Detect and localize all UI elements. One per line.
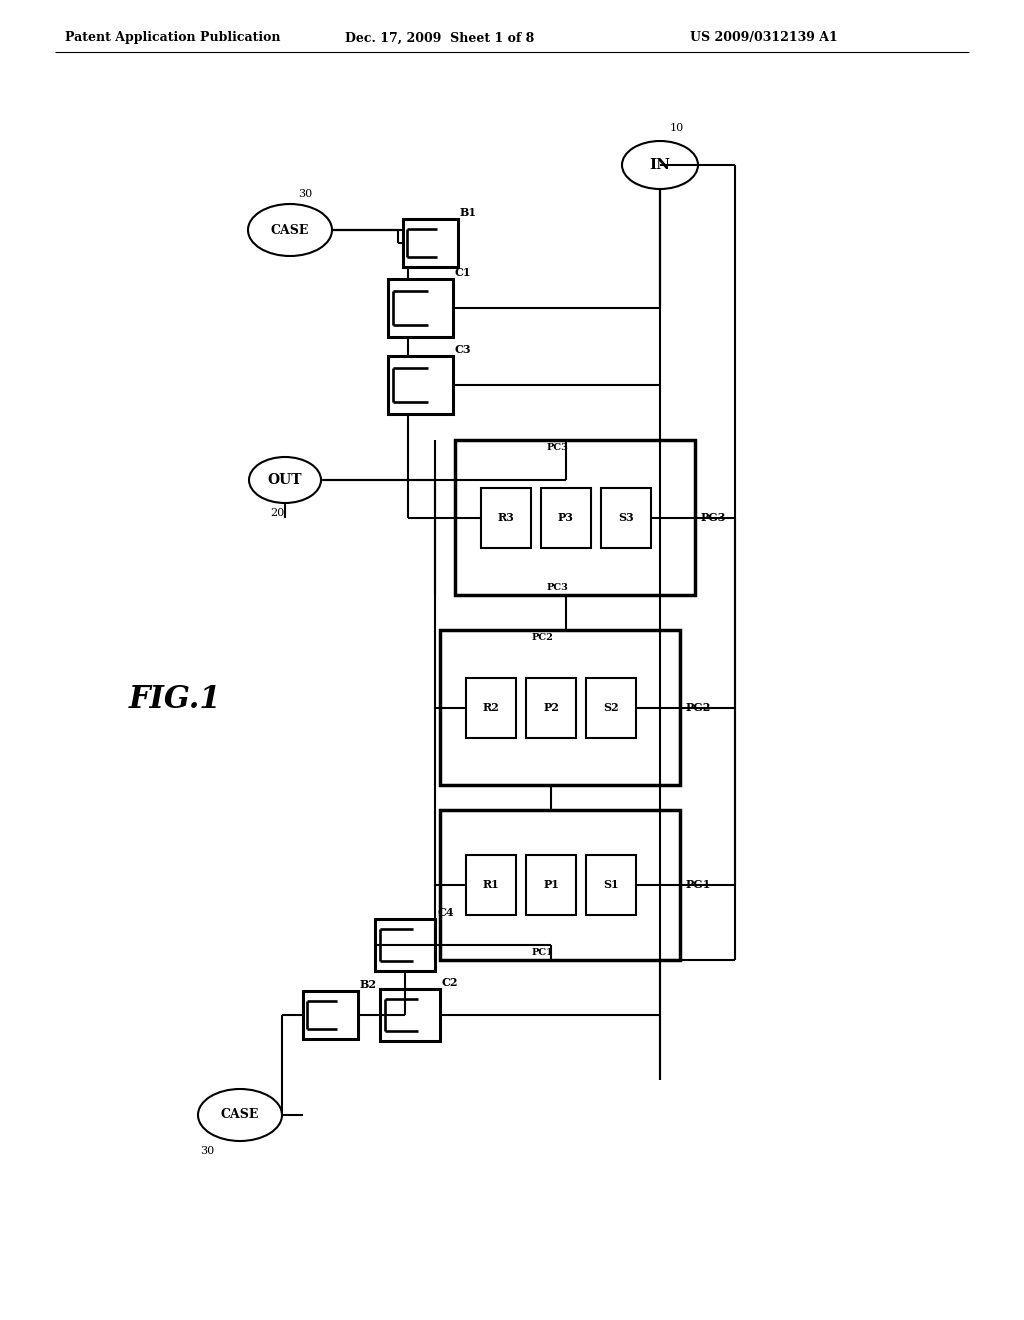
Text: C2: C2: [442, 977, 459, 987]
Text: PG2: PG2: [686, 702, 712, 713]
Bar: [302, 991, 357, 1039]
Bar: [481, 487, 531, 548]
Text: PC2: PC2: [531, 634, 553, 642]
Bar: [466, 677, 516, 738]
Text: PG3: PG3: [701, 512, 726, 523]
Text: R1: R1: [482, 879, 500, 891]
Text: IN: IN: [649, 158, 671, 172]
Text: P3: P3: [558, 512, 574, 523]
Bar: [526, 855, 575, 915]
Bar: [402, 219, 458, 267]
Text: B2: B2: [359, 979, 377, 990]
Bar: [387, 356, 453, 414]
Text: C1: C1: [455, 267, 471, 279]
Text: P1: P1: [543, 879, 559, 891]
Text: P2: P2: [543, 702, 559, 713]
Text: CASE: CASE: [270, 223, 309, 236]
Text: CASE: CASE: [221, 1109, 259, 1122]
Text: S3: S3: [618, 512, 634, 523]
Text: 30: 30: [200, 1146, 214, 1156]
Text: B1: B1: [460, 207, 476, 218]
Bar: [440, 810, 680, 960]
Text: PG1: PG1: [686, 879, 712, 891]
Text: PC3: PC3: [546, 583, 568, 591]
Bar: [387, 279, 453, 337]
Text: US 2009/0312139 A1: US 2009/0312139 A1: [690, 32, 838, 45]
Text: R3: R3: [498, 512, 514, 523]
Text: S1: S1: [603, 879, 618, 891]
Text: 10: 10: [670, 123, 684, 133]
Bar: [586, 855, 636, 915]
Bar: [380, 989, 440, 1041]
Text: Dec. 17, 2009  Sheet 1 of 8: Dec. 17, 2009 Sheet 1 of 8: [345, 32, 535, 45]
Text: C4: C4: [437, 907, 454, 917]
Text: C3: C3: [455, 345, 471, 355]
Bar: [466, 855, 516, 915]
Text: OUT: OUT: [267, 473, 302, 487]
Text: R2: R2: [482, 702, 500, 713]
Bar: [455, 440, 695, 595]
Text: S2: S2: [603, 702, 618, 713]
Text: FIG.1: FIG.1: [129, 685, 221, 715]
Text: PC3: PC3: [546, 444, 568, 451]
Bar: [586, 677, 636, 738]
Bar: [541, 487, 591, 548]
Text: 20: 20: [270, 508, 285, 517]
Text: PC1: PC1: [531, 948, 553, 957]
Text: 30: 30: [298, 189, 312, 199]
Bar: [526, 677, 575, 738]
Bar: [601, 487, 651, 548]
Text: Patent Application Publication: Patent Application Publication: [65, 32, 281, 45]
Bar: [440, 630, 680, 785]
Bar: [375, 919, 435, 972]
